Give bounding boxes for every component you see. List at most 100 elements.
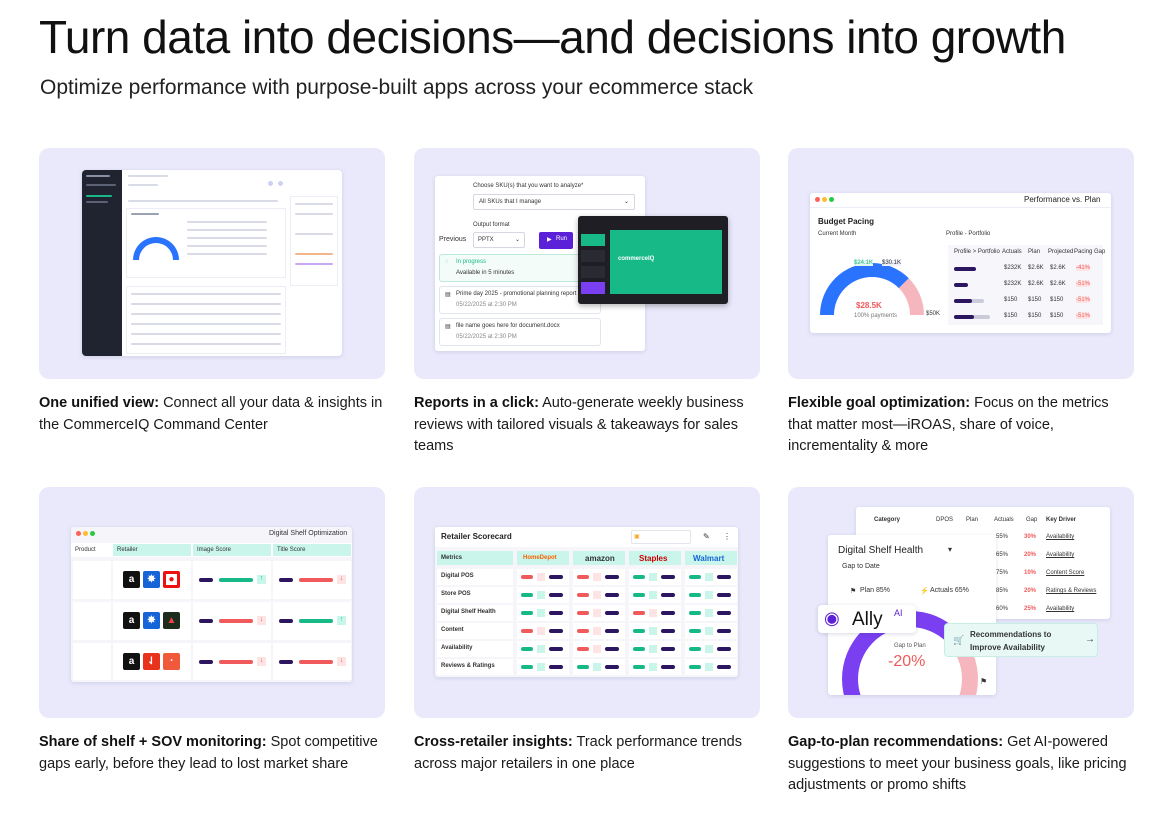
- recommendations-button[interactable]: 🛒 Recommendations to Improve Availabilit…: [944, 623, 1098, 657]
- metric-label: Digital POS: [441, 573, 474, 579]
- run-button[interactable]: ▶ Run: [539, 232, 573, 249]
- arrow-down-icon: ↓: [257, 616, 266, 625]
- col-header: Projected: [1048, 249, 1074, 255]
- driver-link[interactable]: Availability: [1046, 606, 1075, 612]
- sku-select[interactable]: All SKUs that I manage ⌄: [473, 194, 635, 210]
- projected-cell: $150: [1050, 297, 1064, 303]
- table-row: a ✸ ● ↑ ↓: [71, 561, 352, 599]
- gauge-subtitle: 100% payments: [854, 313, 898, 319]
- gauge-right-label: $30.1K: [882, 260, 902, 266]
- table-row: 85% 20% Ratings & Reviews: [856, 585, 1110, 599]
- format-label: Output format: [473, 222, 510, 228]
- dashboard-title: Performance vs. Plan: [1024, 195, 1101, 204]
- progress-icon: ◌: [445, 259, 449, 265]
- portfolio-filter[interactable]: Profile - Portfolio: [946, 231, 991, 237]
- gauge-value: $28.5K: [856, 301, 882, 310]
- arrow-down-icon: ↓: [337, 657, 346, 666]
- col-header: Retailer: [117, 547, 138, 553]
- metric-label: Digital Shelf Health: [441, 609, 496, 615]
- format-select[interactable]: PPTX ⌄: [473, 232, 525, 248]
- month-filter[interactable]: Current Month: [818, 231, 857, 237]
- previous-label: Previous: [439, 236, 467, 243]
- file-name: Prime day 2025 - promotional planning re…: [456, 291, 577, 297]
- panel-subtitle[interactable]: Gap to Date: [842, 563, 880, 570]
- chevron-down-icon[interactable]: ▾: [948, 545, 953, 554]
- bolt-icon: ⚡: [920, 588, 929, 595]
- gap-cell: 20%: [1024, 552, 1037, 558]
- caption-desc: Get AI-powered suggestions to meet your …: [788, 734, 1127, 793]
- walmart-logo-icon: ✸: [143, 571, 160, 588]
- gap-cell: 10%: [1024, 570, 1037, 576]
- ally-brand: Ally: [852, 609, 883, 630]
- caption-title: Gap-to-plan recommendations:: [788, 734, 1004, 750]
- caption-cross-retailer: Cross-retailer insights: Track performan…: [414, 732, 760, 775]
- gap-cell: -51%: [1076, 297, 1091, 303]
- arrow-down-icon: ↓: [337, 575, 346, 584]
- metric-label: Content: [441, 627, 464, 633]
- gap-cell: 25%: [1024, 606, 1037, 612]
- col-header: Profile > Portfolio: [954, 249, 1000, 255]
- actual-cell: 85%: [996, 588, 1009, 594]
- projected-cell: $2.6K: [1050, 281, 1066, 287]
- card-share-of-shelf: Digital Shelf Optimization Product Retai…: [39, 487, 385, 718]
- sku-prompt-label: Choose SKU(s) that you want to analyze*: [473, 183, 584, 189]
- chevron-down-icon: ⌄: [515, 237, 521, 243]
- panel-title: Digital Shelf Health: [838, 545, 924, 556]
- caption-title: Cross-retailer insights:: [414, 734, 573, 750]
- driver-link[interactable]: Content Score: [1046, 570, 1085, 576]
- run-label: Run: [556, 236, 568, 242]
- gauge-end-label: $50K: [926, 311, 941, 317]
- gap-value: -20%: [888, 653, 926, 670]
- arrow-up-icon: ↑: [257, 575, 266, 584]
- page-subtitle: Optimize performance with purpose-built …: [40, 76, 754, 99]
- plan-cell: $150: [1028, 313, 1042, 319]
- reco-line-2: Improve Availability: [970, 643, 1045, 652]
- progress-item[interactable]: ◌ In progress Available in 5 minutes: [439, 254, 601, 282]
- page-headline: Turn data into decisions—and decisions i…: [39, 11, 1066, 63]
- gap-cell: -41%: [1076, 265, 1091, 271]
- actual-cell: $150: [1004, 297, 1018, 303]
- caption-title: Flexible goal optimization:: [788, 395, 971, 411]
- format-select-value: PPTX: [478, 237, 494, 243]
- ally-badge: ◉ Ally AI: [818, 605, 916, 633]
- edit-icon[interactable]: ✎: [703, 532, 710, 541]
- card-reports: Choose SKU(s) that you want to analyze* …: [414, 148, 760, 379]
- card-unified-view: [39, 148, 385, 379]
- metric-panel: [126, 208, 286, 278]
- gap-label: Gap to Plan: [894, 643, 926, 649]
- driver-link[interactable]: Availability: [1046, 552, 1075, 558]
- plan-cell: $2.6K: [1028, 281, 1044, 287]
- gap-cell: 30%: [1024, 534, 1037, 540]
- col-header: DPOS: [936, 517, 954, 523]
- table-row: a ⇃ • ↓ ↓: [71, 643, 352, 680]
- document-icon: ▤: [445, 292, 451, 298]
- retailer-header: Staples: [639, 554, 668, 563]
- pacing-table: Profile > Portfolio Actuals Plan Project…: [948, 245, 1105, 325]
- play-icon: ▶: [547, 237, 552, 243]
- progress-subtitle: Available in 5 minutes: [456, 270, 515, 276]
- driver-link[interactable]: Availability: [1046, 534, 1075, 540]
- col-header: Image Score: [197, 547, 232, 553]
- insights-panel: [290, 196, 338, 286]
- actual-cell: 75%: [996, 570, 1009, 576]
- slide-preview-window: commerceIQ: [578, 216, 728, 304]
- document-icon: ▤: [445, 324, 451, 330]
- file-item[interactable]: ▤ file name goes here for document.docx …: [439, 318, 601, 346]
- more-options-icon[interactable]: ⋮: [723, 532, 731, 541]
- col-header: Product: [75, 547, 96, 553]
- driver-link[interactable]: Ratings & Reviews: [1046, 588, 1097, 594]
- col-header: Plan: [1028, 249, 1041, 255]
- col-header: Metrics: [441, 555, 463, 561]
- gap-cell: 20%: [1024, 588, 1037, 594]
- ally-logo-icon: ◉: [824, 608, 840, 628]
- table-row: Reviews & Ratings: [435, 659, 738, 675]
- cart-icon: 🛒: [953, 635, 965, 645]
- flag-icon: ⚑: [850, 588, 857, 595]
- retailer-header: Walmart: [693, 554, 725, 563]
- caption-gap-to-plan: Gap-to-plan recommendations: Get AI-powe…: [788, 732, 1134, 797]
- actual-cell: 55%: [996, 534, 1009, 540]
- ally-brand-superscript: AI: [894, 608, 903, 618]
- file-item[interactable]: ▤ Prime day 2025 - promotional planning …: [439, 286, 601, 314]
- caption-goal-optimization: Flexible goal optimization: Focus on the…: [788, 393, 1134, 458]
- date-range-picker[interactable]: ▣: [631, 530, 691, 544]
